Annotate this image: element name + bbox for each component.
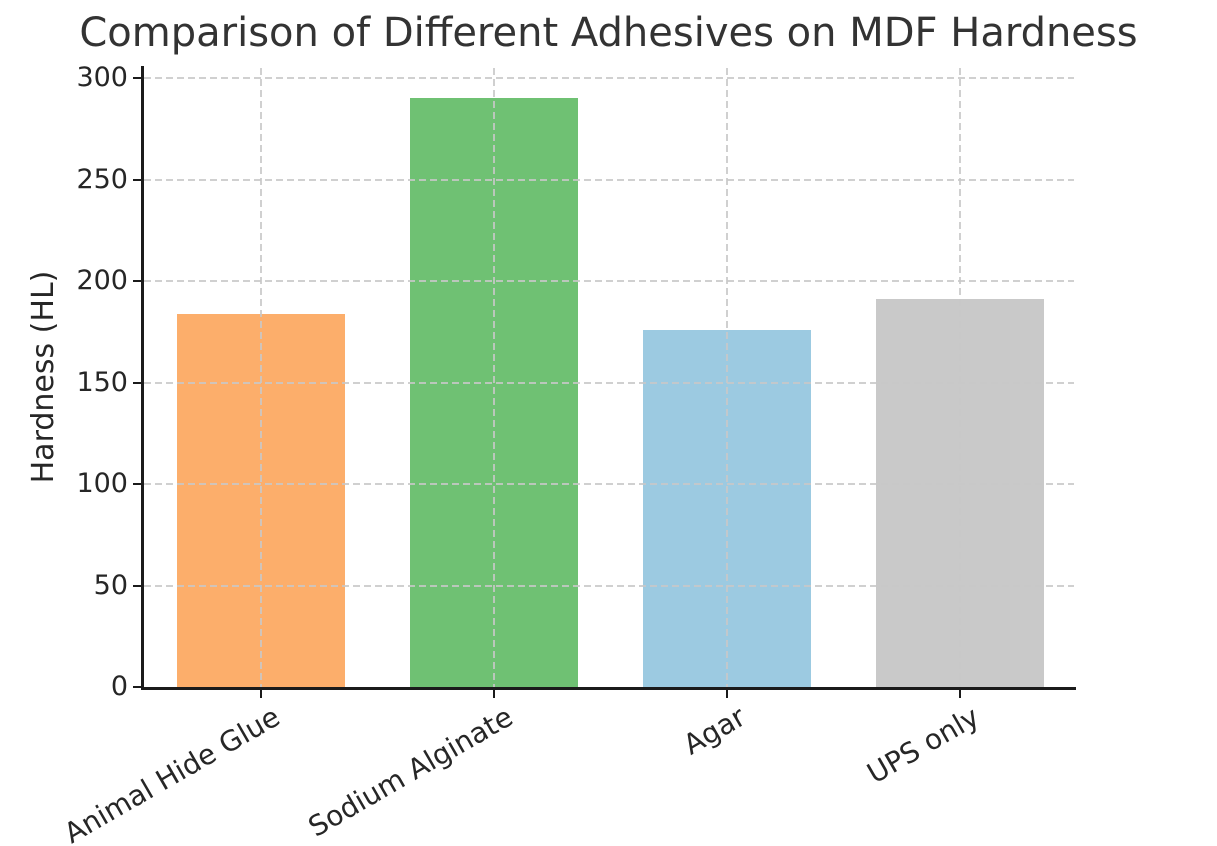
gridline-horizontal — [144, 584, 1074, 587]
x-axis-tick — [493, 690, 495, 698]
gridline-vertical — [260, 68, 262, 687]
y-axis-tick — [133, 280, 141, 283]
y-tick-label: 50 — [93, 569, 128, 601]
y-tick-label: 0 — [110, 671, 128, 702]
x-axis-spine — [141, 687, 1076, 690]
gridline-horizontal — [144, 77, 1074, 80]
chart-title: Comparison of Different Adhesives on MDF… — [79, 10, 1138, 56]
y-axis-tick — [133, 483, 141, 486]
x-tick-label: UPS only — [861, 700, 985, 791]
y-axis-tick — [133, 381, 141, 384]
y-tick-label: 150 — [76, 366, 128, 398]
y-tick-label: 300 — [76, 62, 128, 94]
y-axis-tick — [133, 686, 141, 688]
gridline-vertical — [959, 68, 961, 687]
gridline-vertical — [493, 68, 495, 687]
gridline-horizontal — [144, 178, 1074, 181]
x-axis-tick — [726, 690, 728, 698]
y-axis-tick — [133, 77, 141, 80]
gridline-vertical — [726, 68, 728, 687]
plot-area — [144, 68, 1076, 687]
y-tick-label: 200 — [76, 265, 128, 297]
gridline-horizontal — [144, 381, 1074, 384]
x-axis-tick — [260, 690, 262, 698]
gridline-horizontal — [144, 280, 1074, 283]
gridline-horizontal — [144, 483, 1074, 486]
y-tick-label: 250 — [76, 163, 128, 195]
x-axis-tick — [959, 690, 961, 698]
y-axis-tick — [133, 584, 141, 587]
x-tick-label: Animal Hide Glue — [58, 700, 286, 846]
y-axis-spine — [141, 66, 144, 690]
x-tick-label: Agar — [678, 700, 752, 762]
y-axis-tick — [133, 178, 141, 181]
x-tick-label: Sodium Alginate — [302, 700, 519, 844]
y-tick-label: 100 — [76, 468, 128, 500]
